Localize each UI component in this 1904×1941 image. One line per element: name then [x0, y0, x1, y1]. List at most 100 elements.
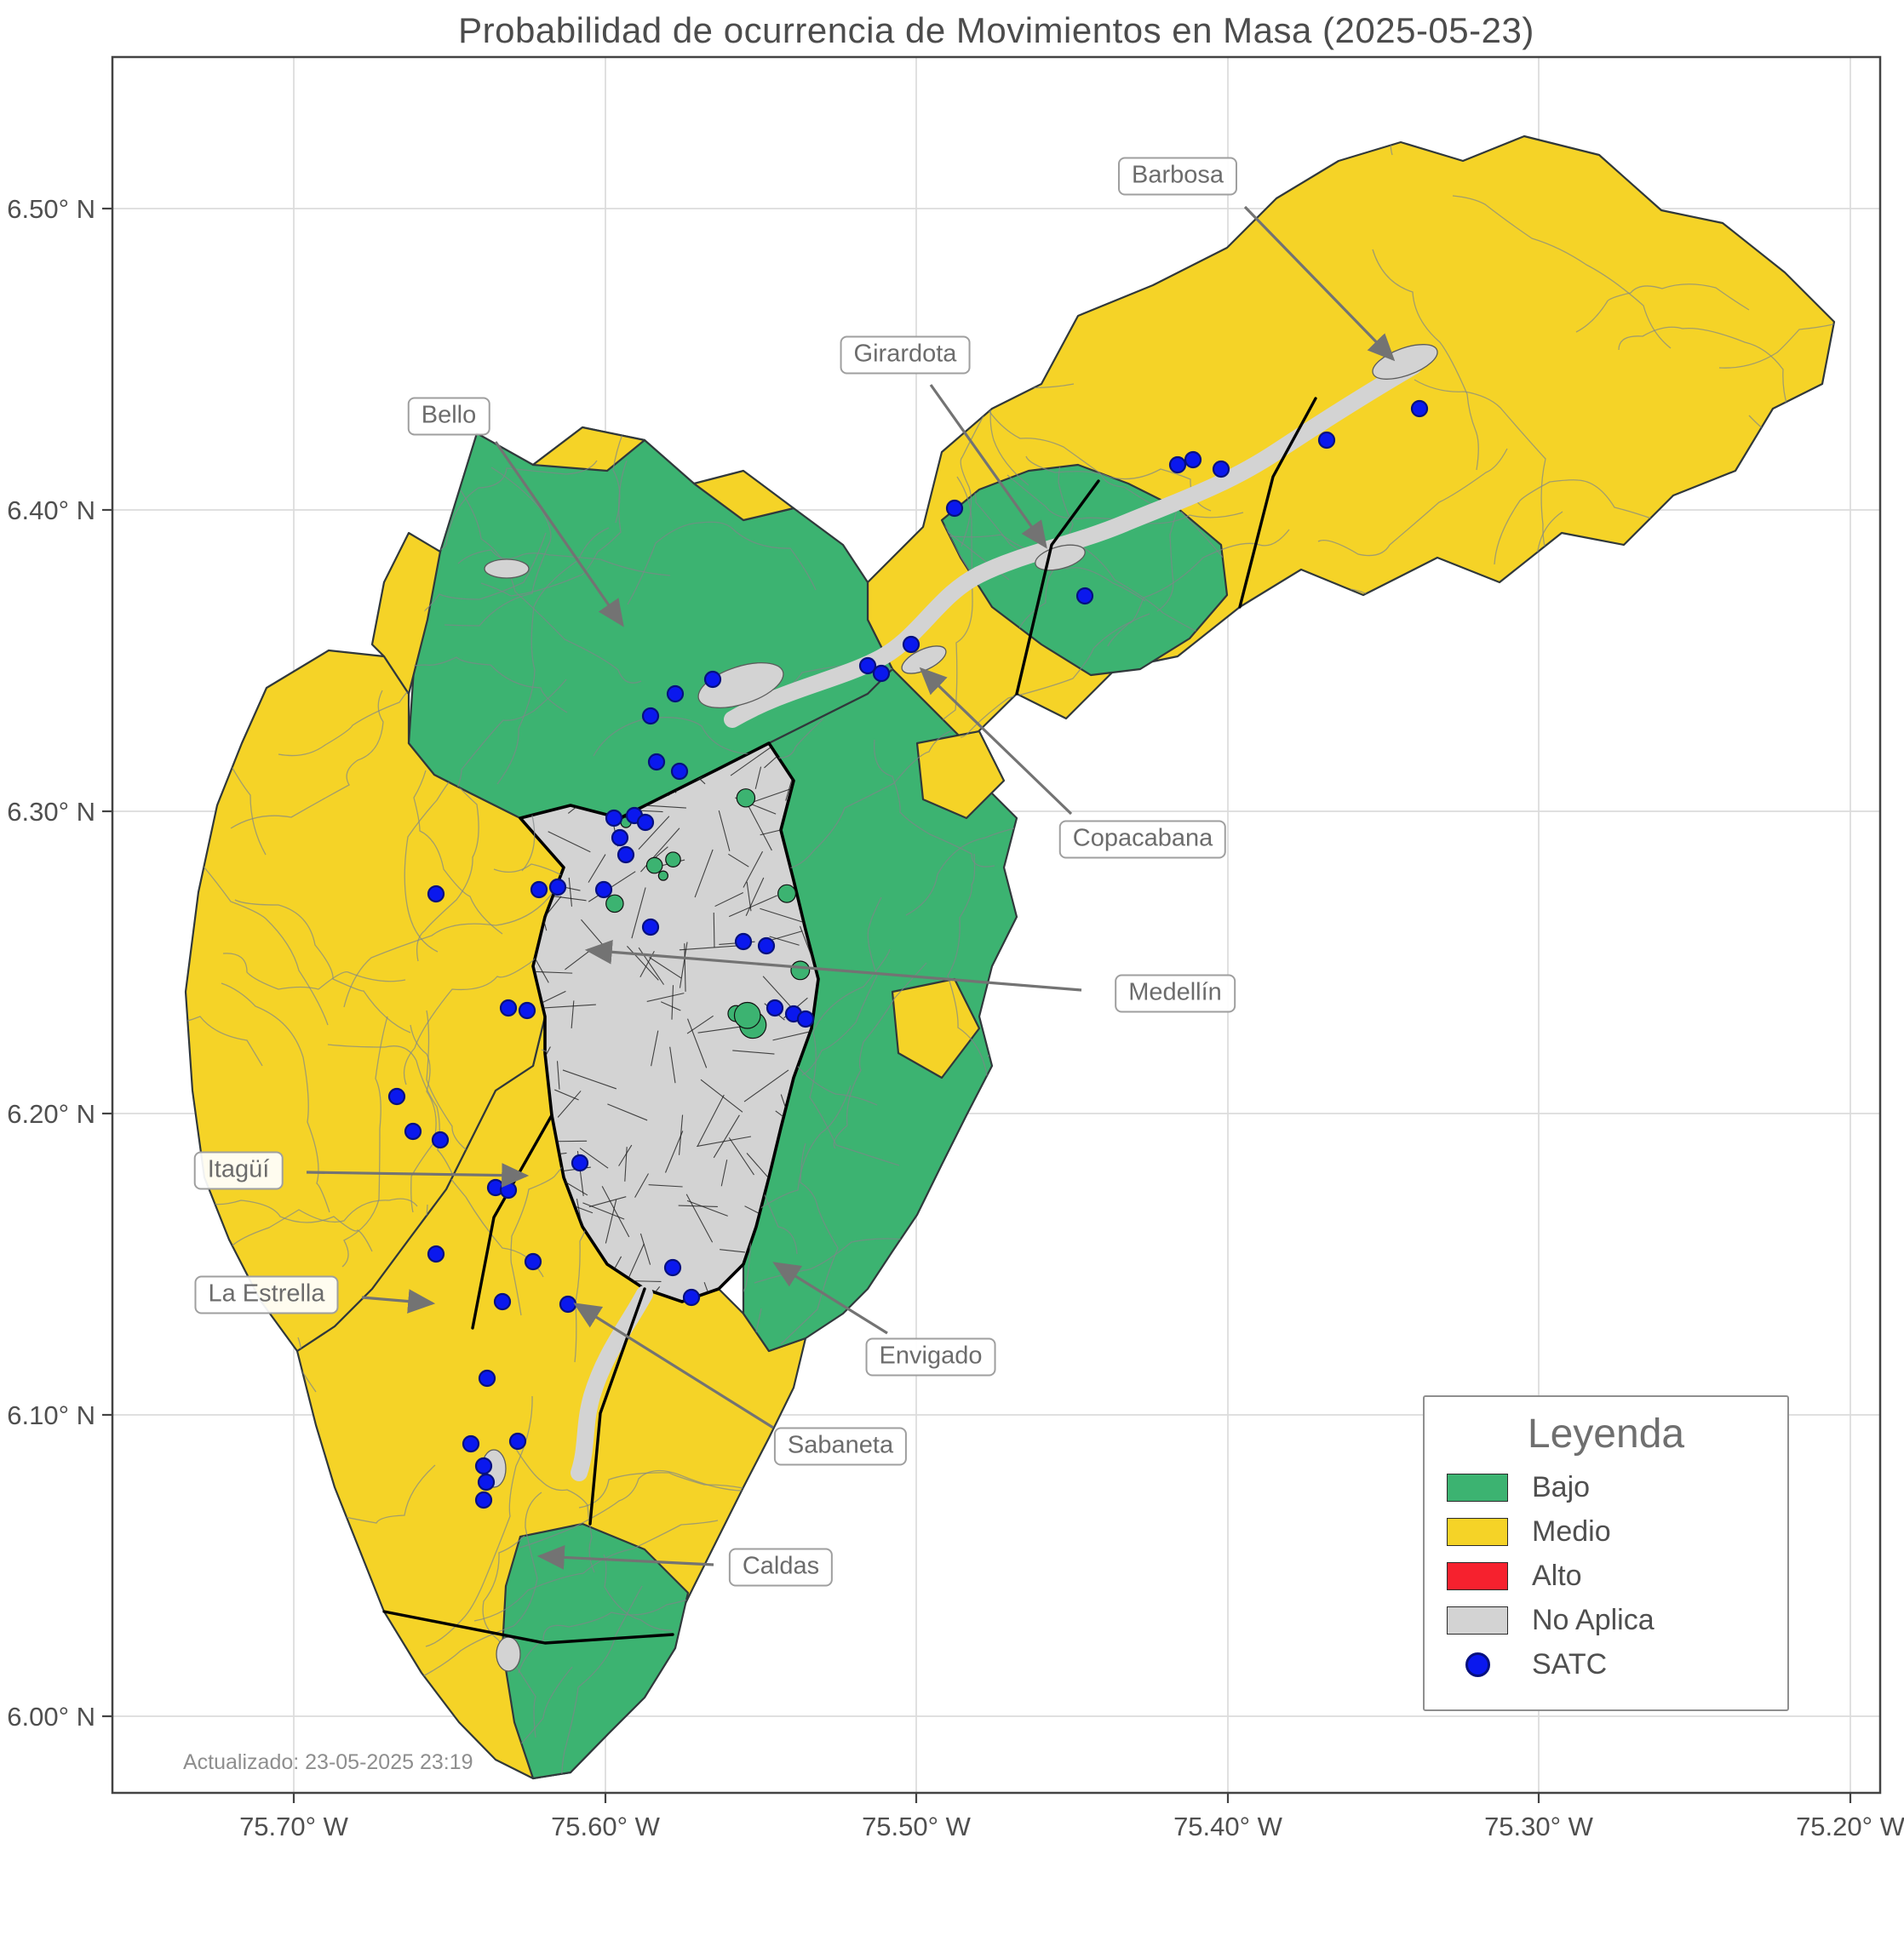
region-patch-y5 — [891, 977, 981, 1079]
legend-label: Bajo — [1532, 1471, 1591, 1503]
municipal-borders-layer — [382, 397, 1317, 1645]
satc-point — [663, 1258, 682, 1277]
figure-title: Probabilidad de ocurrencia de Movimiento… — [458, 10, 1534, 50]
satc-point — [734, 932, 753, 951]
annotation-arrow-Sabaneta — [573, 1303, 774, 1429]
satc-point — [1184, 450, 1202, 469]
urban-spot — [496, 1636, 521, 1672]
annotation-label-Bello: Bello — [407, 397, 490, 436]
satc-point — [571, 1154, 589, 1172]
satc-point — [666, 684, 685, 703]
satc-point — [1212, 460, 1230, 478]
municipal-border — [471, 1114, 553, 1330]
satc-point — [518, 1001, 536, 1020]
y-tick-label: 6.30° N — [7, 797, 95, 827]
legend-item-medio: Medio — [1447, 1515, 1765, 1549]
satc-point — [796, 1010, 815, 1028]
annotation-label-Barbosa: Barbosa — [1117, 157, 1238, 196]
legend-item-bajo: Bajo — [1447, 1471, 1765, 1504]
satc-point — [636, 813, 655, 832]
annotation-arrow-Caldas — [536, 1545, 714, 1570]
legend-label: No Aplica — [1532, 1604, 1655, 1636]
satc-point — [427, 885, 445, 903]
x-tick-label: 75.50° W — [862, 1812, 972, 1841]
urban-spot — [484, 558, 530, 579]
satc-point — [404, 1122, 422, 1141]
river-strip — [571, 1285, 653, 1481]
y-tick-label: 6.20° N — [7, 1099, 95, 1129]
x-tick-label: 75.60° W — [551, 1812, 661, 1841]
legend-swatch-alto — [1447, 1562, 1508, 1590]
satc-point — [427, 1245, 445, 1263]
satc-point — [1317, 431, 1336, 449]
satc-point — [493, 1292, 512, 1311]
legend-item-alto: Alto — [1447, 1560, 1765, 1593]
annotation-arrow-La Estrella — [361, 1289, 436, 1314]
satc-point — [474, 1491, 493, 1509]
legend-swatch-bajo — [1447, 1474, 1508, 1502]
region-patch-y3 — [531, 426, 646, 472]
x-tick-label: 75.20° W — [1796, 1812, 1904, 1841]
legend-item-no-aplica: No Aplica — [1447, 1604, 1765, 1637]
satc-point — [477, 1473, 496, 1492]
satc-point — [945, 499, 964, 518]
annotation-label-Sabaneta: Sabaneta — [773, 1427, 908, 1466]
legend-swatch-noaplica — [1447, 1606, 1508, 1635]
satc-point — [524, 1252, 542, 1271]
region-patch-y1 — [370, 531, 442, 696]
satc-point — [1075, 587, 1094, 605]
satc-point — [682, 1288, 701, 1307]
municipal-border — [588, 1287, 646, 1526]
satc-point — [499, 1181, 518, 1200]
satc-point — [1168, 455, 1187, 474]
satc-point — [431, 1131, 450, 1149]
satc-point — [641, 918, 660, 936]
legend-rows: Bajo Medio Alto No Aplica SATC — [1447, 1471, 1765, 1681]
annotation-arrow-Girardota — [929, 384, 1047, 549]
satc-point — [766, 999, 784, 1017]
x-tick-label: 75.70° W — [239, 1812, 349, 1841]
urban-spot — [1372, 344, 1438, 380]
satc-point — [499, 999, 518, 1017]
legend-item-satc: SATC — [1447, 1648, 1765, 1681]
urban-spot — [697, 661, 784, 709]
region-central-urban — [519, 741, 820, 1303]
legend-label: Medio — [1532, 1515, 1611, 1548]
legend-label: Alto — [1532, 1560, 1582, 1592]
annotation-label-Copacabana: Copacabana — [1058, 820, 1227, 859]
legend-title: Leyenda — [1527, 1411, 1685, 1457]
updated-timestamp: Actualizado: 23-05-2025 23:19 — [183, 1750, 473, 1774]
x-tick-label: 75.40° W — [1173, 1812, 1283, 1841]
satc-point — [508, 1432, 527, 1451]
satc-dot-icon — [1447, 1652, 1508, 1677]
annotation-arrow-Copacabana — [919, 667, 1073, 816]
satc-points-layer — [387, 399, 1429, 1509]
satc-point — [647, 753, 666, 771]
y-tick-label: 6.50° N — [7, 194, 95, 224]
annotation-arrow-Medellín — [584, 939, 1082, 992]
annotation-arrow-Itagüí — [306, 1163, 530, 1188]
legend-label: SATC — [1532, 1648, 1608, 1680]
plot-frame — [111, 55, 1882, 1795]
satc-point — [902, 635, 920, 654]
satc-point — [478, 1369, 496, 1388]
municipal-border — [1238, 397, 1317, 609]
annotation-arrows-layer — [306, 205, 1396, 1570]
satc-point — [872, 664, 891, 683]
annotation-label-Itagüí: Itagüí — [193, 1151, 284, 1190]
satc-point — [611, 828, 629, 847]
satc-point — [462, 1434, 480, 1453]
municipal-border — [382, 1610, 674, 1645]
satc-point — [757, 936, 776, 955]
satc-point — [1410, 399, 1429, 418]
annotation-label-Caldas: Caldas — [728, 1548, 834, 1587]
legend-box: Leyenda Bajo Medio Alto No Aplica SATC — [1423, 1395, 1789, 1711]
satc-point — [387, 1087, 406, 1106]
annotation-label-Envigado: Envigado — [865, 1337, 996, 1377]
municipal-border — [1015, 479, 1100, 696]
satc-point — [474, 1457, 493, 1475]
annotation-label-Medellín: Medellín — [1115, 974, 1236, 1013]
y-tick-label: 6.40° N — [7, 495, 95, 525]
